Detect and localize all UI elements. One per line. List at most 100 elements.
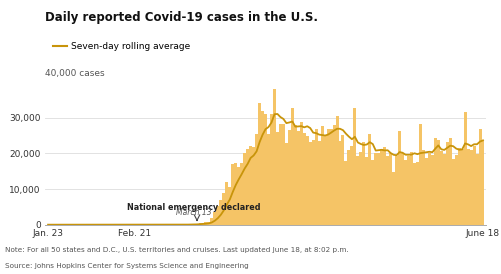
Bar	[228, 187, 231, 225]
Bar	[237, 167, 240, 225]
Bar	[258, 103, 261, 225]
Bar	[261, 111, 264, 225]
Bar	[395, 156, 398, 225]
Bar	[469, 150, 472, 225]
Bar	[288, 130, 291, 225]
Bar	[475, 155, 478, 225]
Bar	[198, 223, 201, 225]
Bar	[300, 122, 303, 225]
Bar	[481, 141, 484, 225]
Bar	[315, 129, 318, 225]
Bar	[339, 141, 342, 225]
Bar	[350, 146, 353, 225]
Bar	[273, 89, 276, 225]
Text: March 13: March 13	[176, 209, 212, 217]
Bar	[437, 140, 440, 225]
Bar	[371, 159, 374, 225]
Text: Note: For all 50 states and D.C., U.S. territories and cruises. Last updated Jun: Note: For all 50 states and D.C., U.S. t…	[5, 247, 349, 253]
Bar	[321, 125, 324, 225]
Bar	[443, 154, 446, 225]
Bar	[222, 193, 225, 225]
Bar	[210, 218, 213, 225]
Bar	[213, 212, 216, 225]
Bar	[401, 153, 404, 225]
Bar	[330, 129, 333, 225]
Bar	[392, 172, 395, 225]
Text: National emergency declared: National emergency declared	[127, 203, 261, 212]
Bar	[204, 222, 207, 225]
Bar	[282, 124, 285, 225]
Bar	[407, 156, 410, 225]
Bar	[327, 129, 330, 225]
Bar	[416, 162, 419, 225]
Bar	[460, 149, 463, 225]
Bar	[207, 222, 210, 225]
Bar	[243, 153, 246, 225]
Bar	[359, 152, 362, 225]
Bar	[422, 150, 425, 225]
Bar	[398, 132, 401, 225]
Bar	[312, 140, 315, 225]
Bar	[434, 138, 437, 225]
Bar	[246, 149, 249, 225]
Bar	[362, 142, 365, 225]
Bar	[192, 224, 195, 225]
Bar	[234, 163, 237, 225]
Bar	[404, 160, 407, 225]
Bar	[249, 146, 252, 225]
Bar	[267, 135, 270, 225]
Text: Source: Johns Hopkins Center for Systems Science and Engineering: Source: Johns Hopkins Center for Systems…	[5, 263, 249, 269]
Legend: Seven-day rolling average: Seven-day rolling average	[50, 39, 194, 55]
Bar	[428, 153, 431, 225]
Bar	[383, 147, 386, 225]
Bar	[386, 156, 389, 225]
Bar	[189, 224, 192, 225]
Bar	[353, 108, 356, 225]
Bar	[413, 163, 416, 225]
Bar	[255, 134, 258, 225]
Bar	[297, 131, 300, 225]
Bar	[219, 200, 222, 225]
Bar	[324, 136, 327, 225]
Bar	[240, 163, 243, 225]
Bar	[276, 132, 279, 225]
Bar	[225, 182, 228, 225]
Bar	[231, 164, 234, 225]
Bar	[294, 125, 297, 225]
Text: 40,000 cases: 40,000 cases	[45, 69, 105, 78]
Bar	[345, 161, 348, 225]
Bar	[389, 153, 392, 225]
Bar	[279, 124, 282, 225]
Bar	[449, 138, 452, 225]
Bar	[455, 155, 458, 225]
Bar	[303, 133, 306, 225]
Bar	[478, 129, 481, 225]
Bar	[368, 134, 371, 225]
Bar	[466, 149, 469, 225]
Bar	[356, 156, 359, 225]
Bar	[419, 124, 422, 225]
Bar	[365, 157, 368, 225]
Bar	[374, 153, 377, 225]
Bar	[309, 142, 312, 225]
Bar	[285, 143, 288, 225]
Bar	[291, 108, 294, 225]
Bar	[410, 152, 413, 225]
Bar	[440, 151, 443, 225]
Bar	[463, 112, 466, 225]
Bar	[377, 153, 380, 225]
Bar	[195, 224, 198, 225]
Bar	[201, 224, 204, 225]
Bar	[336, 116, 339, 225]
Bar	[348, 150, 350, 225]
Bar	[431, 155, 434, 225]
Bar	[306, 136, 309, 225]
Bar	[342, 135, 345, 225]
Bar	[264, 114, 267, 225]
Bar	[318, 141, 321, 225]
Bar	[252, 147, 255, 225]
Bar	[472, 146, 475, 225]
Bar	[458, 148, 460, 225]
Bar	[446, 142, 449, 225]
Bar	[452, 159, 455, 225]
